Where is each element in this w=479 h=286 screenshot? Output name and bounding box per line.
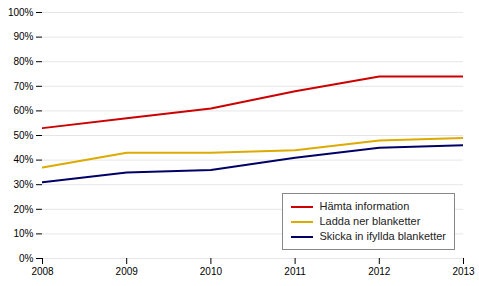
svg-text:20%: 20% xyxy=(13,204,33,215)
html-text:Skicka in ifyllda blanketter: Skicka in ifyllda blanketter xyxy=(319,230,446,242)
svg-text:50%: 50% xyxy=(13,130,33,141)
svg-text:2012: 2012 xyxy=(368,266,391,277)
svg-text:80%: 80% xyxy=(13,56,33,67)
svg-text:2008: 2008 xyxy=(31,266,54,277)
svg-text:2010: 2010 xyxy=(200,266,223,277)
svg-text:90%: 90% xyxy=(13,31,33,42)
svg-text:100%: 100% xyxy=(8,7,34,18)
svg-text:40%: 40% xyxy=(13,154,33,165)
svg-text:30%: 30% xyxy=(13,179,33,190)
svg-text:10%: 10% xyxy=(13,228,33,239)
svg-text:70%: 70% xyxy=(13,81,33,92)
svg-text:2009: 2009 xyxy=(116,266,139,277)
html-text:Hämta information: Hämta information xyxy=(319,200,410,212)
html-text:Ladda ner blanketter: Ladda ner blanketter xyxy=(319,215,421,227)
svg-text:2011: 2011 xyxy=(284,266,306,277)
svg-text:60%: 60% xyxy=(13,105,33,116)
svg-text:2013: 2013 xyxy=(452,266,475,277)
svg-text:0%: 0% xyxy=(19,253,34,264)
